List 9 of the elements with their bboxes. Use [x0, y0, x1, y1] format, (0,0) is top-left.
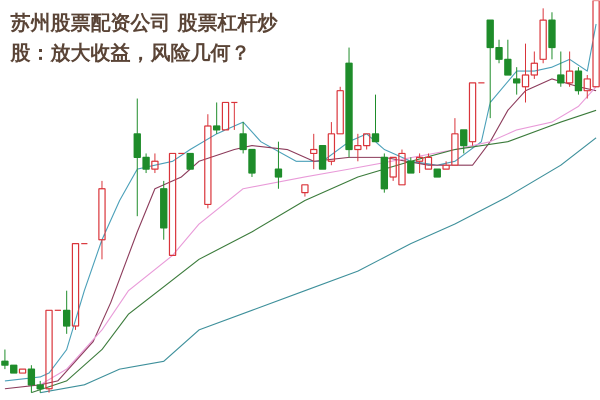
candlestick	[345, 47, 353, 158]
candlestick	[98, 180, 106, 260]
candlestick	[160, 180, 168, 240]
candlestick	[512, 66, 520, 96]
candlestick	[310, 133, 318, 170]
candlestick	[548, 12, 556, 60]
text: 苏州股票配资公司 股票杠杆炒股：放大收益，风险几何？	[10, 10, 278, 64]
candlestick	[62, 290, 70, 334]
candlestick	[274, 141, 282, 190]
